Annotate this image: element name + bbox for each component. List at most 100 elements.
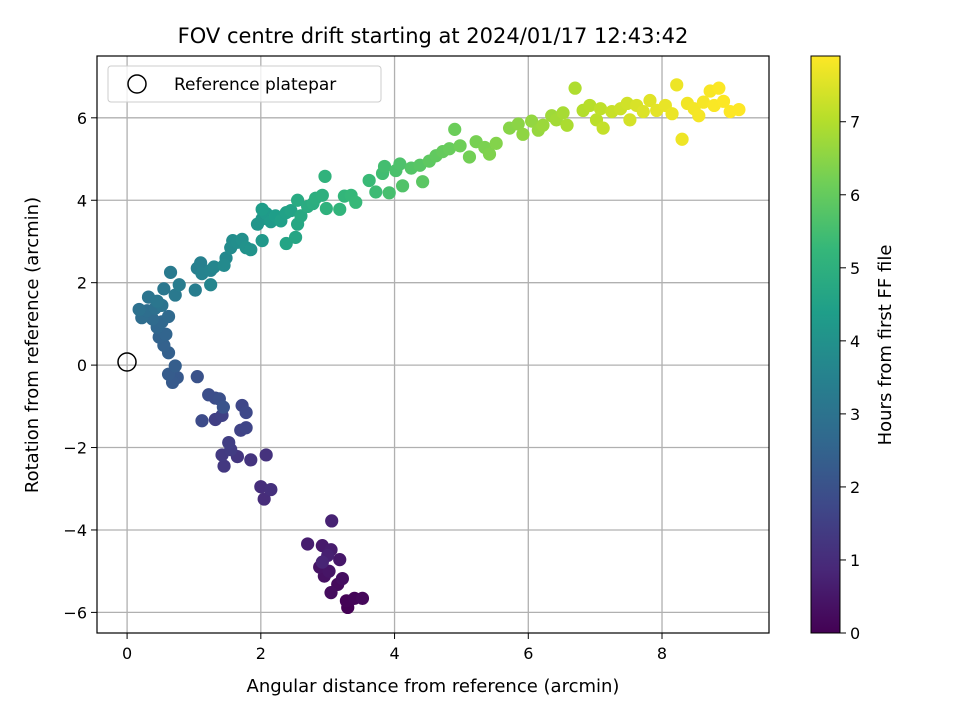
scatter-point — [516, 127, 530, 141]
scatter-point — [333, 553, 347, 567]
colorbar-tick-label: 2 — [850, 478, 860, 497]
scatter-points — [132, 78, 746, 615]
scatter-point — [556, 106, 570, 120]
scatter-point — [194, 256, 208, 270]
y-tick-label: 0 — [77, 356, 87, 375]
legend-box — [107, 65, 382, 103]
scatter-point — [161, 309, 176, 324]
x-tick-label: 6 — [523, 644, 533, 663]
scatter-point — [284, 203, 298, 218]
x-axis-label: Angular distance from reference (arcmin) — [247, 676, 620, 697]
legend-entry-label: Reference platepar — [174, 75, 336, 95]
colorbar-tick-label: 7 — [850, 113, 860, 132]
chart-title: FOV centre drift starting at 2024/01/17 … — [178, 24, 689, 48]
scatter-point — [568, 81, 582, 95]
colorbar: 0 1 2 3 4 5 6 7 Hours from first FF file — [810, 55, 896, 643]
scatter-point — [489, 136, 503, 150]
plot-frame — [96, 55, 770, 634]
scatter-point — [382, 186, 396, 200]
scatter-point — [593, 102, 608, 116]
scatter-point — [453, 139, 467, 153]
x-axis-ticks: 0 2 4 6 8 — [122, 633, 667, 663]
y-tick-label: 4 — [77, 191, 87, 210]
scatter-point — [294, 209, 308, 223]
scatter-point — [525, 114, 539, 128]
scatter-point — [712, 81, 726, 95]
scatter-point — [190, 370, 204, 384]
scatter-point — [482, 147, 497, 161]
grid-lines — [97, 56, 769, 633]
legend-open-circle-marker — [127, 74, 147, 94]
scatter-point — [596, 121, 610, 135]
scatter-point — [732, 102, 746, 117]
scatter-point — [207, 260, 221, 274]
scatter-point — [335, 571, 349, 586]
scatter-point — [168, 359, 182, 373]
colorbar-tick-label: 0 — [850, 624, 860, 643]
scatter-point — [349, 195, 363, 209]
scatter-point — [324, 586, 338, 600]
scatter-point — [560, 118, 574, 132]
scatter-point — [288, 230, 303, 244]
scatter-point — [393, 157, 407, 171]
scatter-point — [244, 453, 258, 467]
scatter-point — [369, 185, 383, 199]
colorbar-label: Hours from first FF file — [875, 245, 896, 446]
scatter-point — [315, 188, 329, 202]
scatter-point — [255, 202, 269, 216]
scatter-point — [239, 421, 253, 435]
scatter-point — [264, 482, 278, 497]
scatter-point — [204, 278, 218, 292]
x-tick-label: 0 — [122, 644, 132, 663]
scatter-point — [325, 514, 339, 528]
scatter-point — [244, 243, 258, 257]
scatter-point — [279, 236, 293, 251]
y-axis-ticks: −6 −4 −2 0 2 4 6 — [63, 109, 97, 622]
scatter-point — [217, 459, 231, 473]
scatter-point — [670, 78, 684, 92]
scatter-point — [696, 95, 711, 109]
x-tick-label: 8 — [657, 644, 667, 663]
scatter-point — [202, 388, 216, 402]
y-tick-label: −6 — [63, 603, 87, 622]
scatter-point — [442, 142, 456, 156]
scatter-point — [322, 564, 336, 578]
scatter-point — [536, 118, 550, 132]
scatter-point — [636, 105, 650, 119]
scatter-point — [362, 173, 376, 188]
y-axis-label: Rotation from reference (arcmin) — [22, 197, 43, 493]
scatter-point — [222, 435, 236, 450]
scatter-point — [318, 169, 332, 183]
y-tick-label: −4 — [63, 521, 87, 540]
scatter-point — [132, 302, 146, 317]
scatter-point — [716, 94, 731, 108]
scatter-point — [290, 193, 305, 207]
scatter-point — [643, 93, 657, 108]
scatter-point — [188, 283, 202, 297]
scatter-point — [255, 234, 269, 248]
colorbar-tick-label: 5 — [850, 259, 860, 278]
y-tick-label: 2 — [77, 274, 87, 293]
scatter-point — [319, 201, 333, 216]
scatter-point — [195, 414, 209, 428]
legend: Reference platepar — [107, 65, 382, 103]
scatter-point — [333, 202, 347, 216]
scatter-point — [259, 448, 273, 462]
y-tick-label: 6 — [77, 109, 87, 128]
scatter-point — [163, 265, 178, 279]
scatter-point — [168, 288, 182, 302]
scatter-point — [315, 555, 329, 569]
scatter-point — [675, 132, 689, 146]
scatter-point — [301, 537, 315, 551]
colorbar-tick-label: 6 — [850, 186, 860, 205]
scatter-point — [511, 117, 525, 131]
scatter-point — [377, 159, 392, 174]
reference-platepar-marker — [117, 352, 137, 372]
scatter-point — [150, 294, 164, 308]
scatter-point — [172, 278, 186, 292]
colorbar-ticks: 0 1 2 3 4 5 6 7 — [840, 113, 860, 643]
colorbar-tick-label: 1 — [850, 551, 860, 570]
scatter-point — [462, 150, 477, 164]
